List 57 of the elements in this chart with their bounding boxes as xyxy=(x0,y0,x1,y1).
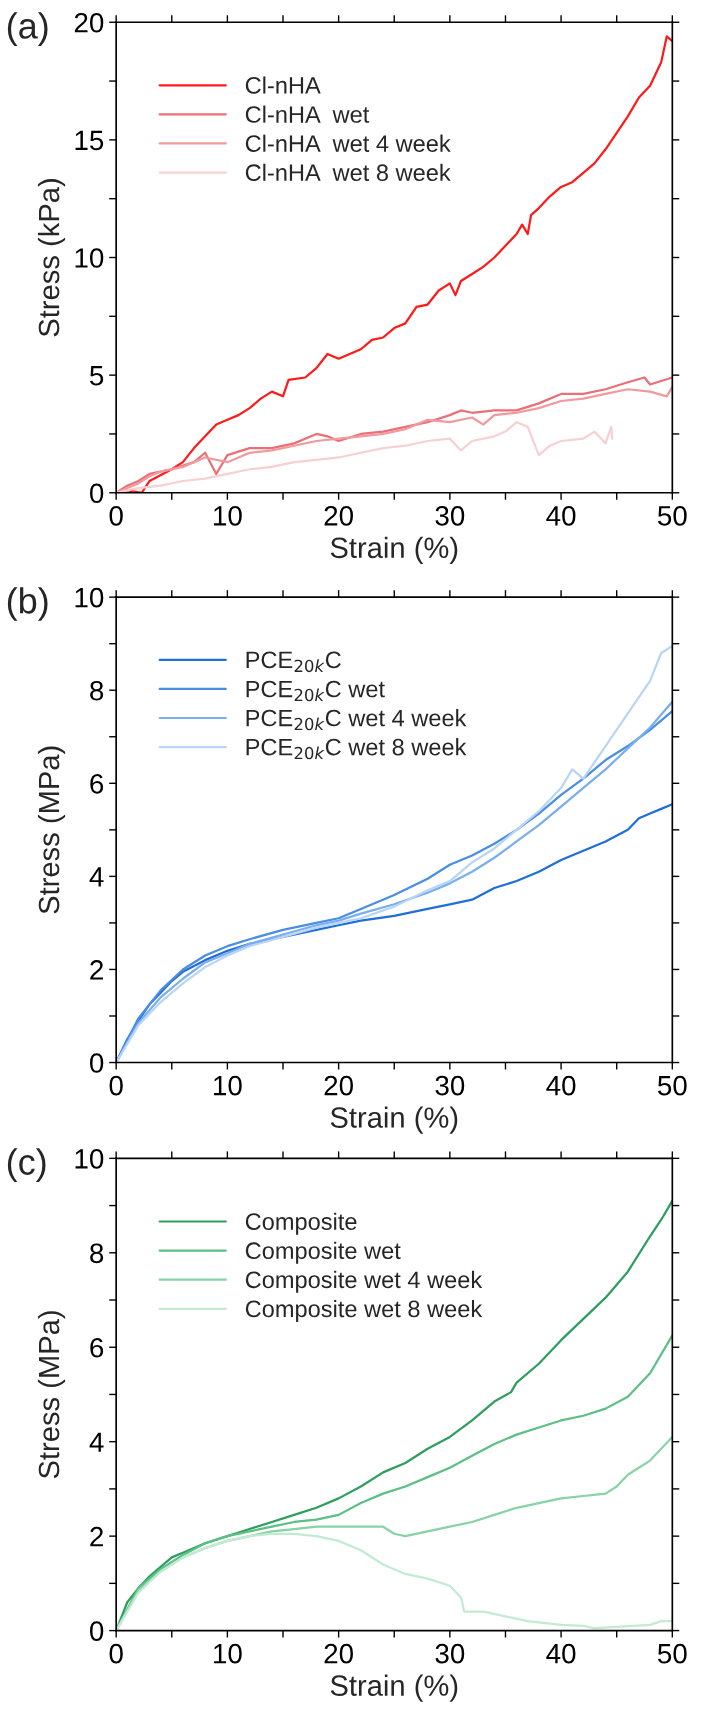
x-tick-label: 20 xyxy=(324,1075,353,1096)
y-tick-label: 5 xyxy=(90,366,104,386)
y-tick-label: 4 xyxy=(89,867,104,887)
y-tick-label: 6 xyxy=(90,1337,104,1358)
text: (b) xyxy=(7,587,48,621)
x-tick-label: 0 xyxy=(109,1643,123,1664)
y-tick-label: 8 xyxy=(90,680,104,701)
y-tick-label: 0 xyxy=(89,1053,104,1073)
legend-label: Composite wet xyxy=(245,1241,401,1264)
x-tick-label: 30 xyxy=(435,1075,465,1096)
x-tick-label: 50 xyxy=(657,1643,687,1664)
x-axis-title: Strain (%) xyxy=(330,1674,458,1702)
x-tick-label: 20 xyxy=(324,506,353,526)
y-tick-label: 0 xyxy=(89,483,104,504)
legend-label: PCE$_{20k}$C xyxy=(246,651,341,673)
line-series xyxy=(116,421,614,493)
y-tick-label: 10 xyxy=(75,1149,104,1169)
legend-label: Cl-nHA xyxy=(245,76,321,94)
legend-label: Composite wet 8 week xyxy=(245,1299,483,1322)
y-tick-label: 2 xyxy=(90,960,103,980)
x-tick-label: 30 xyxy=(435,506,465,526)
y-tick-label: 0 xyxy=(89,1621,104,1641)
legend-label: Composite wet 4 week xyxy=(245,1270,483,1293)
x-tick-label: 20 xyxy=(324,1643,353,1664)
x-tick-label: 10 xyxy=(214,506,242,526)
legend-label: Cl-nHA wet 4 week xyxy=(245,134,451,152)
y-tick-label: 4 xyxy=(89,1432,104,1452)
x-axis-title: Strain (%) xyxy=(330,536,458,564)
y-tick-label: 20 xyxy=(74,12,104,33)
y-tick-label: 6 xyxy=(90,773,104,794)
y-tick-label: 15 xyxy=(75,130,104,151)
y-axis-title: Stress (MPa) xyxy=(37,1311,66,1479)
y-tick-label: 10 xyxy=(75,587,104,608)
text: (a) xyxy=(7,12,48,46)
x-tick-label: 10 xyxy=(214,1643,242,1664)
y-axis-title: Stress (MPa) xyxy=(37,746,66,914)
x-tick-label: 40 xyxy=(546,1643,576,1664)
text: (c) xyxy=(7,1148,46,1183)
x-tick-label: 30 xyxy=(435,1643,465,1664)
legend-label: PCE$_{20k}$C wet xyxy=(246,680,385,702)
x-tick-label: 50 xyxy=(657,1075,687,1096)
x-tick-label: 50 xyxy=(657,506,687,526)
x-tick-label: 40 xyxy=(546,506,576,526)
legend-label: Cl-nHA wet xyxy=(245,105,370,123)
legend-label: Cl-nHA wet 8 week xyxy=(245,163,451,182)
legend-label: Composite xyxy=(245,1212,357,1235)
y-tick-label: 10 xyxy=(75,248,104,268)
x-tick-label: 10 xyxy=(214,1075,242,1096)
legend-label: PCE$_{20k}$C wet 8 week xyxy=(246,738,467,760)
y-tick-label: 2 xyxy=(90,1526,103,1547)
x-tick-label: 0 xyxy=(109,1075,123,1096)
y-axis-title: Stress (kPa) xyxy=(37,179,66,337)
x-tick-label: 40 xyxy=(546,1075,576,1096)
legend-label: PCE$_{20k}$C wet 4 week xyxy=(246,709,467,731)
x-axis-title: Strain (%) xyxy=(330,1106,458,1134)
x-tick-label: 0 xyxy=(109,506,123,526)
y-tick-label: 8 xyxy=(90,1243,104,1264)
